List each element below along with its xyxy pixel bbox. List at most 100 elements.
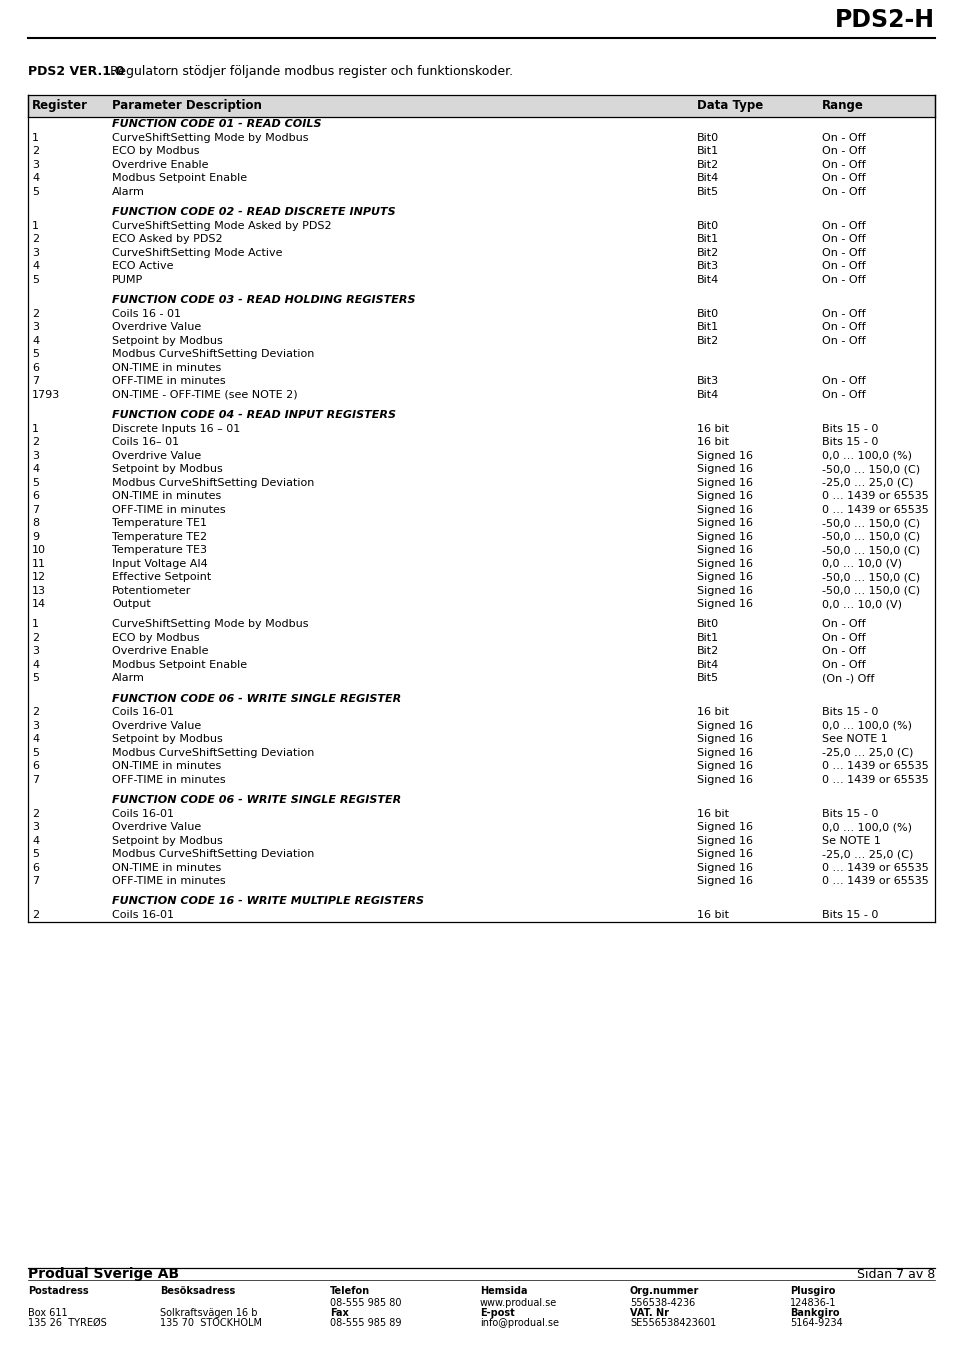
Text: On - Off: On - Off [822, 235, 866, 244]
Text: Effective Setpoint: Effective Setpoint [112, 573, 211, 582]
Text: Coils 16– 01: Coils 16– 01 [112, 437, 180, 448]
Text: 2: 2 [32, 437, 39, 448]
Text: On - Off: On - Off [822, 322, 866, 332]
Text: Solkraftsvägen 16 b: Solkraftsvägen 16 b [160, 1308, 257, 1318]
Text: Org.nummer: Org.nummer [630, 1286, 700, 1295]
Text: FUNCTION CODE 06 - WRITE SINGLE REGISTER: FUNCTION CODE 06 - WRITE SINGLE REGISTER [112, 795, 401, 805]
Text: 4: 4 [32, 464, 39, 474]
Text: -25,0 … 25,0 (C): -25,0 … 25,0 (C) [822, 849, 913, 859]
Text: Bit4: Bit4 [697, 275, 719, 284]
Text: 14: 14 [32, 600, 46, 609]
Text: 08-555 985 89: 08-555 985 89 [330, 1318, 401, 1328]
Text: ON-TIME - OFF-TIME (see NOTE 2): ON-TIME - OFF-TIME (see NOTE 2) [112, 390, 298, 400]
Text: ON-TIME in minutes: ON-TIME in minutes [112, 762, 221, 771]
Text: Setpoint by Modbus: Setpoint by Modbus [112, 735, 223, 744]
Text: 5: 5 [32, 187, 39, 197]
Text: Modbus CurveShiftSetting Deviation: Modbus CurveShiftSetting Deviation [112, 748, 314, 758]
Text: 6: 6 [32, 363, 39, 373]
Text: Overdrive Value: Overdrive Value [112, 450, 202, 461]
Text: Bit2: Bit2 [697, 336, 719, 345]
Text: Overdrive Enable: Overdrive Enable [112, 160, 208, 170]
Text: Potentiometer: Potentiometer [112, 586, 191, 596]
Text: info@produal.se: info@produal.se [480, 1318, 559, 1328]
Text: On - Off: On - Off [822, 275, 866, 284]
Text: 7: 7 [32, 376, 39, 387]
Text: PUMP: PUMP [112, 275, 143, 284]
Text: Overdrive Enable: Overdrive Enable [112, 646, 208, 656]
Text: On - Off: On - Off [822, 132, 866, 143]
Text: 5: 5 [32, 849, 39, 859]
Text: Bit2: Bit2 [697, 646, 719, 656]
Text: Bit5: Bit5 [697, 673, 719, 683]
Text: Se NOTE 1: Se NOTE 1 [822, 836, 881, 845]
Text: FUNCTION CODE 16 - WRITE MULTIPLE REGISTERS: FUNCTION CODE 16 - WRITE MULTIPLE REGIST… [112, 896, 424, 906]
Text: 5: 5 [32, 748, 39, 758]
Text: -50,0 … 150,0 (C): -50,0 … 150,0 (C) [822, 573, 920, 582]
Text: Register: Register [32, 100, 88, 112]
Text: Signed 16: Signed 16 [697, 491, 753, 501]
Text: 5: 5 [32, 477, 39, 488]
Text: Discrete Inputs 16 – 01: Discrete Inputs 16 – 01 [112, 423, 240, 434]
Text: 1: 1 [32, 221, 39, 231]
Text: ECO by Modbus: ECO by Modbus [112, 632, 200, 643]
Text: 0 … 1439 or 65535: 0 … 1439 or 65535 [822, 775, 928, 785]
Text: -50,0 … 150,0 (C): -50,0 … 150,0 (C) [822, 545, 920, 555]
Text: 2: 2 [32, 708, 39, 717]
Text: www.produal.se: www.produal.se [480, 1298, 557, 1308]
Text: On - Off: On - Off [822, 262, 866, 271]
Text: Plusgiro: Plusgiro [790, 1286, 835, 1295]
Text: Bit0: Bit0 [697, 619, 719, 630]
Text: Signed 16: Signed 16 [697, 450, 753, 461]
Text: Modbus CurveShiftSetting Deviation: Modbus CurveShiftSetting Deviation [112, 477, 314, 488]
Text: Temperature TE3: Temperature TE3 [112, 545, 207, 555]
Text: Postadress: Postadress [28, 1286, 88, 1295]
Text: 08-555 985 80: 08-555 985 80 [330, 1298, 401, 1308]
Text: On - Off: On - Off [822, 376, 866, 387]
Text: 5: 5 [32, 673, 39, 683]
Text: Bit1: Bit1 [697, 322, 719, 332]
Text: 0 … 1439 or 65535: 0 … 1439 or 65535 [822, 504, 928, 515]
Text: 11: 11 [32, 559, 46, 569]
Text: Bits 15 - 0: Bits 15 - 0 [822, 809, 878, 818]
Text: Bit1: Bit1 [697, 235, 719, 244]
Text: Regulatorn stödjer följande modbus register och funktionskoder.: Regulatorn stödjer följande modbus regis… [110, 65, 514, 78]
Text: 135 26  TYREØS: 135 26 TYREØS [28, 1318, 107, 1328]
Text: Signed 16: Signed 16 [697, 735, 753, 744]
Text: Coils 16 - 01: Coils 16 - 01 [112, 309, 181, 318]
Text: FUNCTION CODE 06 - WRITE SINGLE REGISTER: FUNCTION CODE 06 - WRITE SINGLE REGISTER [112, 693, 401, 704]
Text: Alarm: Alarm [112, 673, 145, 683]
Text: Setpoint by Modbus: Setpoint by Modbus [112, 464, 223, 474]
Text: Signed 16: Signed 16 [697, 748, 753, 758]
Text: 0 … 1439 or 65535: 0 … 1439 or 65535 [822, 863, 928, 872]
Text: Bit4: Bit4 [697, 659, 719, 670]
Text: Bit4: Bit4 [697, 390, 719, 400]
Text: On - Off: On - Off [822, 309, 866, 318]
Text: Signed 16: Signed 16 [697, 504, 753, 515]
Text: 0 … 1439 or 65535: 0 … 1439 or 65535 [822, 762, 928, 771]
Text: On - Off: On - Off [822, 646, 866, 656]
Text: Coils 16-01: Coils 16-01 [112, 708, 174, 717]
Text: Setpoint by Modbus: Setpoint by Modbus [112, 836, 223, 845]
Text: On - Off: On - Off [822, 632, 866, 643]
Text: 9: 9 [32, 531, 39, 542]
Text: 16 bit: 16 bit [697, 809, 729, 818]
Text: On - Off: On - Off [822, 160, 866, 170]
Text: CurveShiftSetting Mode by Modbus: CurveShiftSetting Mode by Modbus [112, 132, 308, 143]
Text: Range: Range [822, 100, 864, 112]
Text: 16 bit: 16 bit [697, 423, 729, 434]
Text: Overdrive Value: Overdrive Value [112, 822, 202, 832]
Text: Bits 15 - 0: Bits 15 - 0 [822, 423, 878, 434]
Text: 4: 4 [32, 174, 39, 183]
Text: Bit0: Bit0 [697, 132, 719, 143]
Text: -50,0 … 150,0 (C): -50,0 … 150,0 (C) [822, 531, 920, 542]
Text: 6: 6 [32, 762, 39, 771]
Text: Produal Sverige AB: Produal Sverige AB [28, 1267, 180, 1281]
Text: Signed 16: Signed 16 [697, 600, 753, 609]
Text: Signed 16: Signed 16 [697, 876, 753, 886]
Text: Modbus CurveShiftSetting Deviation: Modbus CurveShiftSetting Deviation [112, 849, 314, 859]
Text: 4: 4 [32, 262, 39, 271]
Text: 2: 2 [32, 632, 39, 643]
Text: OFF-TIME in minutes: OFF-TIME in minutes [112, 376, 226, 387]
Text: -50,0 … 150,0 (C): -50,0 … 150,0 (C) [822, 464, 920, 474]
Text: Bit3: Bit3 [697, 262, 719, 271]
